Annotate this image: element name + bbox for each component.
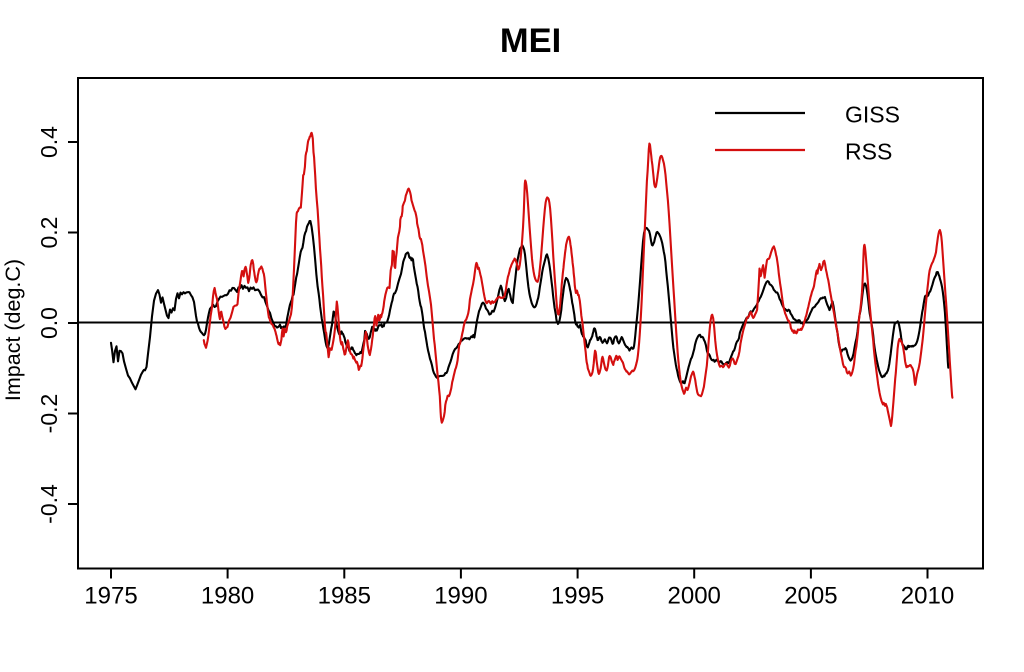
svg-text:2005: 2005 (784, 583, 837, 610)
svg-text:2000: 2000 (668, 583, 721, 610)
svg-text:0.4: 0.4 (36, 126, 62, 158)
svg-text:RSS: RSS (845, 139, 892, 165)
svg-text:1990: 1990 (434, 583, 487, 610)
svg-text:2010: 2010 (901, 583, 954, 610)
svg-text:1980: 1980 (201, 583, 254, 610)
svg-text:1975: 1975 (84, 583, 137, 610)
svg-text:MEI: MEI (500, 22, 561, 60)
svg-text:0.2: 0.2 (36, 217, 62, 249)
svg-text:1985: 1985 (318, 583, 371, 610)
svg-text:-0.2: -0.2 (36, 394, 62, 434)
svg-text:-0.4: -0.4 (36, 484, 62, 524)
svg-text:GISS: GISS (845, 102, 900, 128)
svg-text:0.0: 0.0 (36, 307, 62, 339)
svg-text:Impact (deg.C): Impact (deg.C) (1, 259, 25, 401)
svg-text:1995: 1995 (551, 583, 604, 610)
